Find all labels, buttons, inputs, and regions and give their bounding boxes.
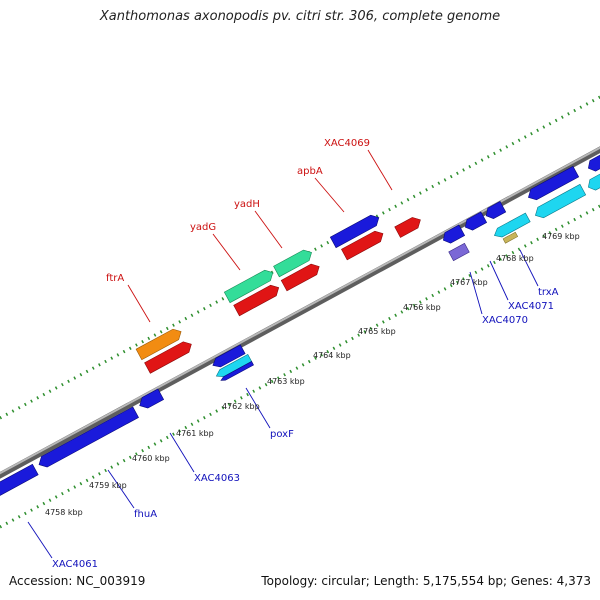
reverse-genes — [0, 150, 600, 498]
gene-label-yadG[interactable]: yadG — [190, 222, 216, 233]
scale-labels: 4758 kbp 4759 kbp 4760 kbp 4761 kbp 4762… — [45, 232, 580, 517]
scale-label: 4760 kbp — [132, 454, 170, 463]
gene-label-yadH[interactable]: yadH — [234, 199, 260, 210]
genome-summary-text: Topology: circular; Length: 5,175,554 bp… — [261, 574, 591, 588]
scale-label: 4759 kbp — [89, 481, 127, 490]
gene-edge-cyan[interactable] — [585, 169, 600, 192]
gene-cyan-4768[interactable] — [492, 212, 534, 246]
scale-label: 4758 kbp — [45, 508, 83, 517]
tick-tracks — [0, 95, 600, 529]
map-title: Xanthomonas axonopodis pv. citri str. 30… — [99, 9, 501, 24]
gene-label-fhuA[interactable]: fhuA — [134, 509, 157, 520]
accession-text: Accession: NC_003919 — [9, 574, 146, 588]
gene-XAC4069[interactable] — [394, 215, 424, 238]
gene-trxA[interactable] — [483, 201, 507, 221]
gene-yadH[interactable] — [273, 247, 323, 292]
gene-XAC4070[interactable] — [440, 224, 466, 246]
gene-XAC4061[interactable] — [0, 463, 39, 498]
scale-label: 4765 kbp — [358, 327, 396, 336]
gene-poxF[interactable] — [209, 344, 254, 383]
gene-label-XAC4063[interactable]: XAC4063 — [194, 473, 240, 484]
reverse-tick-track — [0, 204, 600, 529]
gene-label-XAC4070[interactable]: XAC4070 — [482, 315, 528, 326]
gene-blue-4769[interactable] — [526, 165, 580, 202]
genome-backbone — [0, 146, 600, 479]
gene-cyan-4769[interactable] — [533, 183, 587, 220]
gene-XAC4063[interactable] — [137, 388, 165, 411]
scale-label: 4763 kbp — [267, 377, 305, 386]
gene-XAC4071[interactable] — [462, 211, 488, 233]
scale-label: 4762 kbp — [222, 402, 260, 411]
gene-label-poxF[interactable]: poxF — [270, 429, 294, 440]
label-leaders — [27, 149, 539, 559]
gene-label-XAC4061[interactable]: XAC4061 — [52, 559, 98, 570]
gene-apbA[interactable] — [329, 212, 389, 261]
gene-edge-blue[interactable] — [585, 150, 600, 173]
scale-label: 4764 kbp — [313, 351, 351, 360]
scale-label: 4761 kbp — [176, 429, 214, 438]
forward-genes — [135, 212, 424, 374]
gene-fhuA[interactable] — [36, 406, 139, 470]
scale-label: 4767 kbp — [450, 278, 488, 287]
scale-label: 4769 kbp — [542, 232, 580, 241]
forward-tick-track — [0, 95, 600, 420]
gene-label-XAC4069[interactable]: XAC4069 — [324, 138, 370, 149]
gene-label-apbA[interactable]: apbA — [297, 166, 323, 177]
gene-XAC4070-purple[interactable] — [448, 242, 470, 262]
reverse-gene-labels: XAC4061 fhuA XAC4063 poxF XAC4070 XAC407… — [52, 287, 559, 570]
gene-label-XAC4071[interactable]: XAC4071 — [508, 301, 554, 312]
scale-label: 4768 kbp — [496, 254, 534, 263]
forward-gene-labels: ftrA yadG yadH apbA XAC4069 — [106, 138, 370, 284]
gene-ftrA[interactable] — [135, 325, 194, 374]
gene-yadG[interactable] — [223, 267, 283, 317]
scale-label: 4766 kbp — [403, 303, 441, 312]
gene-label-trxA[interactable]: trxA — [538, 287, 559, 298]
gene-label-ftrA[interactable]: ftrA — [106, 273, 124, 284]
